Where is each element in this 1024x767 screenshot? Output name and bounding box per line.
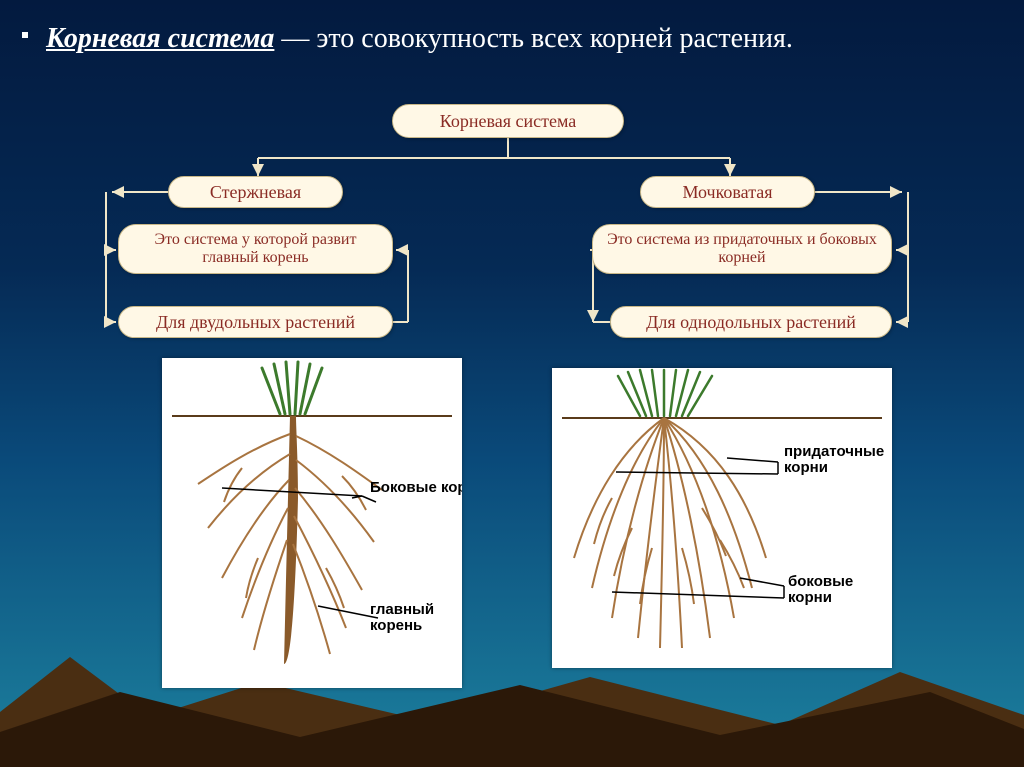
title-text: Корневая система — это совокупность всех… <box>46 20 984 58</box>
mainroot-label: главныйкорень <box>370 601 434 634</box>
slide-title: Корневая система — это совокупность всех… <box>22 20 984 58</box>
fibrous-panel: придаточныекорни боковыекорни <box>552 368 892 668</box>
title-continuation: — это совокупность всех корней растения. <box>274 23 792 54</box>
slide: Корневая система — это совокупность всех… <box>0 0 1024 767</box>
taproot-panel: Боковые корни главныйкорень ​ <box>162 358 462 688</box>
bullet-icon <box>22 32 28 38</box>
node-root: Корневая система <box>392 104 624 138</box>
node-right-group: Для однодольных растений <box>610 306 892 338</box>
taproot-illustration: Боковые корни главныйкорень ​ <box>162 358 462 688</box>
fibrous-illustration: придаточныекорни боковыекорни <box>552 368 892 668</box>
adventitious-label: придаточныекорни <box>784 443 884 476</box>
node-right-type: Мочковатая <box>640 176 815 208</box>
title-term: Корневая система <box>46 23 274 54</box>
node-left-type: Стержневая <box>168 176 343 208</box>
lateral-label: Боковые корни <box>370 479 462 496</box>
node-left-group: Для двудольных растений <box>118 306 393 338</box>
fibrous-lateral-label: боковыекорни <box>788 573 853 606</box>
node-right-def: Это система из придаточных и боковых кор… <box>592 224 892 274</box>
node-left-def: Это система у которой развит главный кор… <box>118 224 393 274</box>
